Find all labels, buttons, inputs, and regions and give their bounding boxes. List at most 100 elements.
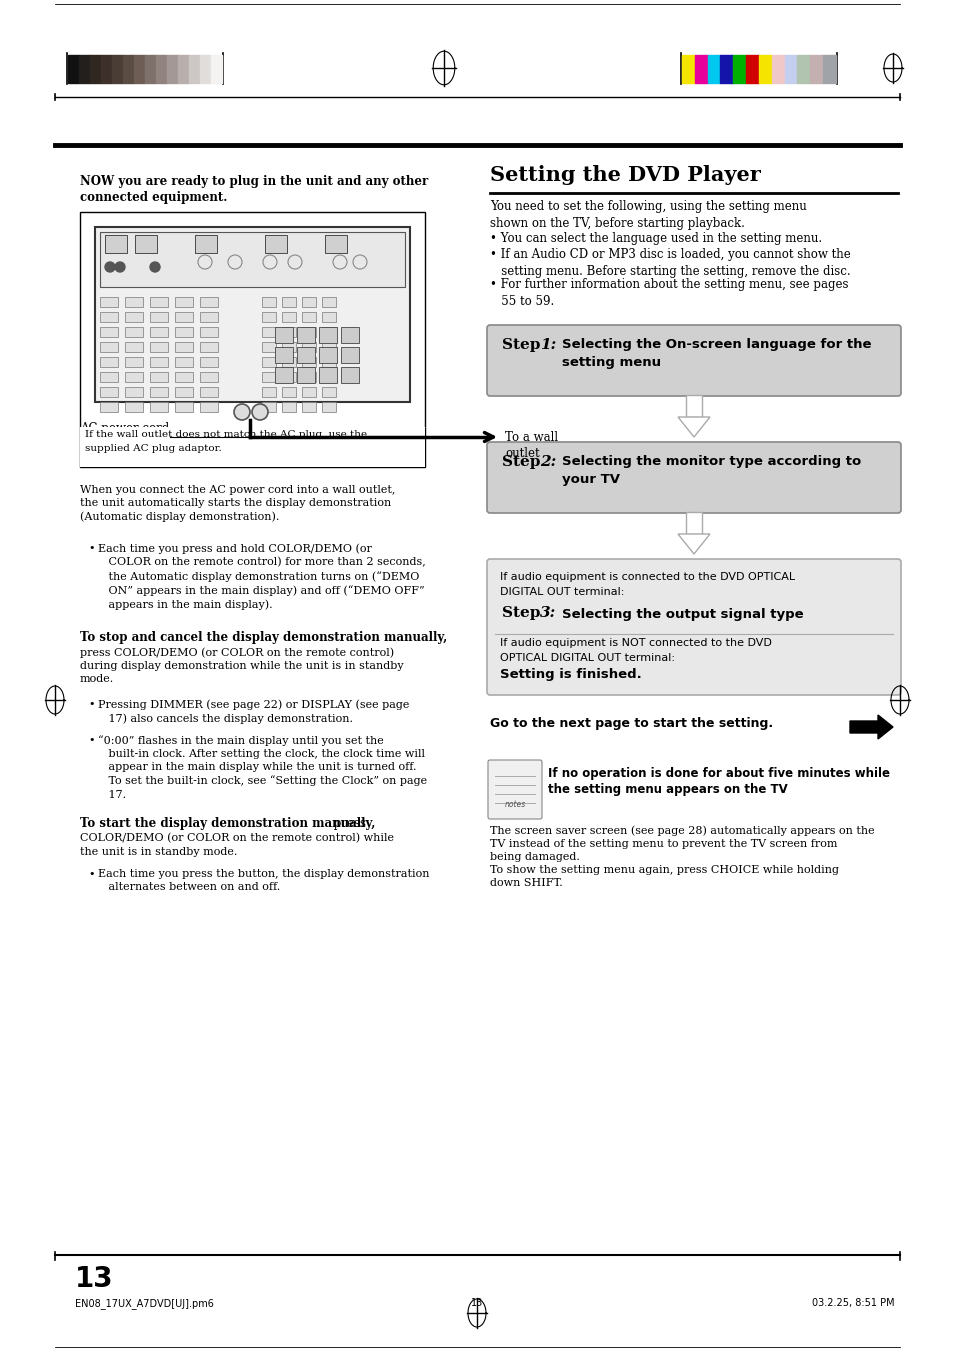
Bar — [125, 403, 143, 412]
Text: DIGITAL OUT terminal:: DIGITAL OUT terminal: — [499, 586, 623, 597]
Bar — [822, 55, 835, 82]
Bar — [125, 297, 143, 307]
Circle shape — [115, 262, 125, 272]
Bar — [150, 372, 168, 382]
Text: press: press — [330, 817, 366, 830]
Text: notes: notes — [504, 800, 525, 809]
Bar — [100, 386, 118, 397]
Text: If the wall outlet does not match the AC plug, use the: If the wall outlet does not match the AC… — [85, 430, 367, 439]
Text: • If an Audio CD or MP3 disc is loaded, you cannot show the
   setting menu. Bef: • If an Audio CD or MP3 disc is loaded, … — [490, 249, 850, 278]
Bar — [302, 386, 315, 397]
Polygon shape — [849, 715, 892, 739]
Bar — [262, 403, 275, 412]
Bar — [340, 327, 358, 343]
Text: “0:00” flashes in the main display until you set the
   built-in clock. After se: “0:00” flashes in the main display until… — [98, 735, 427, 800]
Text: Setting is finished.: Setting is finished. — [499, 667, 641, 681]
Circle shape — [150, 262, 160, 272]
Bar — [200, 386, 218, 397]
Bar — [797, 55, 809, 82]
Bar — [274, 347, 293, 363]
Bar — [100, 327, 118, 336]
Bar — [302, 297, 315, 307]
Bar — [325, 235, 347, 253]
Bar — [282, 357, 295, 367]
Bar — [174, 357, 193, 367]
Bar — [340, 347, 358, 363]
Bar — [322, 312, 335, 322]
FancyBboxPatch shape — [486, 442, 900, 513]
Bar — [80, 427, 424, 467]
Bar — [200, 372, 218, 382]
Text: To stop and cancel the display demonstration manually,: To stop and cancel the display demonstra… — [80, 631, 447, 644]
Bar — [125, 357, 143, 367]
Bar — [771, 55, 784, 82]
Bar — [340, 367, 358, 382]
Text: When you connect the AC power cord into a wall outlet,
the unit automatically st: When you connect the AC power cord into … — [80, 485, 395, 523]
Bar — [156, 55, 167, 82]
Bar — [681, 55, 694, 82]
Text: Each time you press the button, the display demonstration
   alternates between : Each time you press the button, the disp… — [98, 869, 429, 892]
Bar — [322, 372, 335, 382]
Text: Step: Step — [501, 607, 545, 620]
Bar — [200, 342, 218, 353]
Text: 03.2.25, 8:51 PM: 03.2.25, 8:51 PM — [812, 1298, 894, 1308]
Circle shape — [252, 404, 268, 420]
Text: Selecting the monitor type according to: Selecting the monitor type according to — [561, 455, 861, 467]
Bar — [100, 372, 118, 382]
Text: Go to the next page to start the setting.: Go to the next page to start the setting… — [490, 717, 772, 730]
Bar — [100, 232, 405, 286]
Bar — [174, 386, 193, 397]
Text: 2:: 2: — [539, 455, 556, 469]
Bar — [282, 312, 295, 322]
FancyBboxPatch shape — [486, 559, 900, 694]
Text: Setting the DVD Player: Setting the DVD Player — [490, 165, 760, 185]
Bar — [105, 235, 127, 253]
Text: Each time you press and hold COLOR/DEMO (or
   COLOR on the remote control) for : Each time you press and hold COLOR/DEMO … — [98, 543, 425, 609]
Bar — [174, 403, 193, 412]
Bar — [150, 342, 168, 353]
Circle shape — [105, 262, 115, 272]
Bar — [302, 342, 315, 353]
Bar — [282, 342, 295, 353]
Bar — [125, 327, 143, 336]
Bar — [200, 312, 218, 322]
Bar — [318, 347, 336, 363]
Text: 13: 13 — [75, 1265, 113, 1293]
FancyBboxPatch shape — [488, 761, 541, 819]
Bar — [322, 342, 335, 353]
Bar — [302, 357, 315, 367]
Bar — [125, 312, 143, 322]
Text: Selecting the output signal type: Selecting the output signal type — [561, 608, 802, 621]
Bar — [189, 55, 200, 82]
Bar — [200, 403, 218, 412]
Bar — [274, 367, 293, 382]
Bar — [100, 312, 118, 322]
Bar — [262, 386, 275, 397]
Bar — [101, 55, 112, 82]
Bar — [262, 342, 275, 353]
Text: EN08_17UX_A7DVD[UJ].pm6: EN08_17UX_A7DVD[UJ].pm6 — [75, 1298, 213, 1309]
Bar — [135, 235, 157, 253]
Text: connected equipment.: connected equipment. — [80, 190, 227, 204]
Bar — [274, 327, 293, 343]
Bar — [150, 386, 168, 397]
Text: NOW you are ready to plug in the unit and any other: NOW you are ready to plug in the unit an… — [80, 176, 428, 188]
Bar — [125, 372, 143, 382]
Text: • For further information about the setting menu, see pages
   55 to 59.: • For further information about the sett… — [490, 278, 847, 308]
Bar — [296, 327, 314, 343]
Bar — [200, 357, 218, 367]
Bar — [174, 342, 193, 353]
Bar — [322, 297, 335, 307]
Bar — [262, 372, 275, 382]
Bar — [262, 297, 275, 307]
Bar — [211, 55, 222, 82]
Bar — [265, 235, 287, 253]
Bar — [784, 55, 797, 82]
Bar — [150, 327, 168, 336]
Bar — [282, 403, 295, 412]
Bar — [302, 403, 315, 412]
Bar — [174, 312, 193, 322]
Bar — [685, 394, 701, 417]
Bar — [174, 327, 193, 336]
Bar — [112, 55, 123, 82]
